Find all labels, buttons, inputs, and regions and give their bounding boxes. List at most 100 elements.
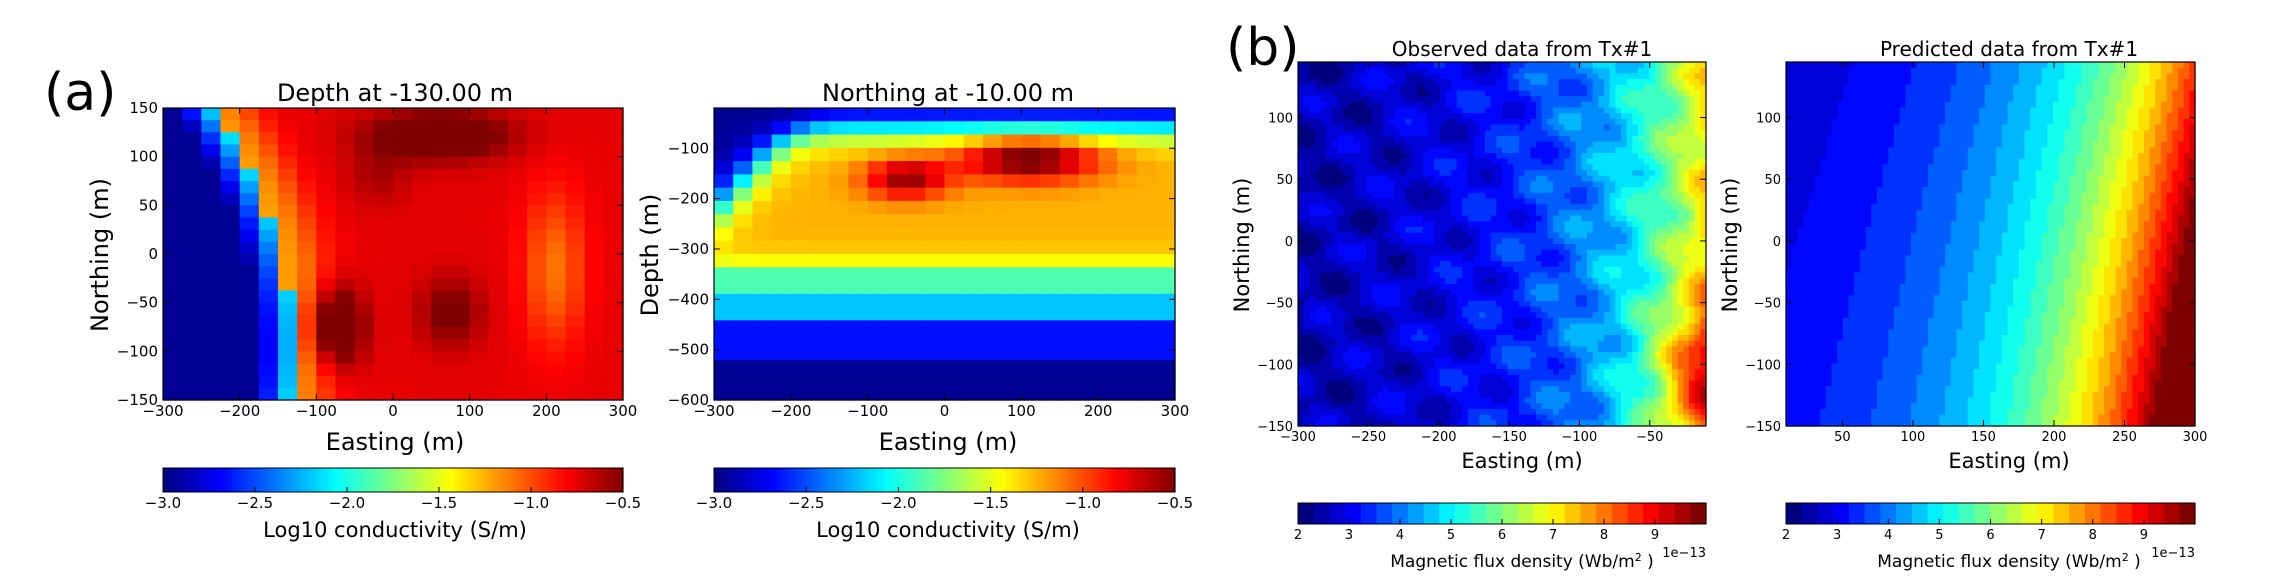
heatmap-cell: [1338, 113, 1344, 119]
colorbar-segment: [1037, 468, 1041, 492]
heatmap-cell: [1462, 233, 1468, 239]
heatmap-cell: [1445, 73, 1451, 79]
heatmap-cell: [1474, 153, 1480, 159]
heatmap-cell: [945, 161, 965, 175]
heatmap-cell: [1434, 290, 1440, 296]
heatmap-cell: [1360, 386, 1366, 392]
heatmap-cell: [1564, 216, 1570, 222]
heatmap-cell: [316, 193, 336, 206]
heatmap-cell: [1525, 125, 1531, 131]
heatmap-cell: [1570, 204, 1576, 210]
heatmap-cell: [1508, 181, 1514, 187]
heatmap-cell: [1547, 381, 1553, 387]
heatmap-cell: [393, 303, 413, 316]
heatmap-cell: [1445, 358, 1451, 364]
heatmap-cell: [1593, 329, 1599, 335]
heatmap-cell: [1117, 174, 1137, 188]
heatmap-cell: [1440, 73, 1446, 79]
heatmap-cell: [1542, 341, 1548, 347]
heatmap-cell: [240, 266, 260, 279]
heatmap-cell: [1570, 267, 1576, 273]
heatmap-cell: [1491, 142, 1497, 148]
heatmap-cell: [1576, 102, 1582, 108]
heatmap-cell: [1451, 136, 1457, 142]
northing-section-colorbar: −3.0−2.5−2.0−1.5−1.0−0.5: [696, 468, 1193, 512]
heatmap-cell: [1462, 307, 1468, 313]
heatmap-cell: [1587, 68, 1593, 74]
heatmap-cell: [1360, 227, 1366, 233]
heatmap-cell: [1581, 392, 1587, 398]
heatmap-cell: [1564, 307, 1570, 313]
heatmap-cell: [1474, 324, 1480, 330]
heatmap-cell: [1117, 387, 1137, 401]
heatmap-cell: [1298, 142, 1304, 148]
colorbar-segment: [520, 468, 524, 492]
heatmap-cell: [1366, 352, 1372, 358]
heatmap-cell: [163, 169, 183, 182]
heatmap-cell: [1326, 147, 1332, 153]
heatmap-cell: [1417, 181, 1423, 187]
heatmap-cell: [1400, 68, 1406, 74]
heatmap-cell: [1417, 284, 1423, 290]
heatmap-cell: [412, 169, 432, 182]
heatmap-cell: [1137, 227, 1157, 241]
heatmap-cell: [1576, 392, 1582, 398]
heatmap-cell: [1508, 187, 1514, 193]
heatmap-cell: [1411, 102, 1417, 108]
heatmap-cell: [1394, 142, 1400, 148]
heatmap-cell: [1587, 290, 1593, 296]
heatmap-cell: [1428, 90, 1434, 96]
heatmap-cell: [1423, 113, 1429, 119]
heatmap-cell: [585, 181, 605, 194]
heatmap-cell: [1457, 153, 1463, 159]
heatmap-cell: [1564, 153, 1570, 159]
heatmap-cell: [1338, 307, 1344, 313]
heatmap-cell: [546, 376, 566, 389]
heatmap-cell: [1570, 250, 1576, 256]
heatmap-cell: [1360, 176, 1366, 182]
y-tick-label: −300: [668, 240, 709, 258]
heatmap-cell: [1576, 227, 1582, 233]
heatmap-cell: [1309, 244, 1315, 250]
heatmap-cell: [1553, 392, 1559, 398]
heatmap-cell: [1021, 241, 1041, 255]
heatmap-cell: [566, 230, 586, 243]
heatmap-cell: [1332, 227, 1338, 233]
heatmap-cell: [1542, 398, 1548, 404]
heatmap-cell: [182, 169, 202, 182]
heatmap-cell: [1309, 278, 1315, 284]
heatmap-cell: [1468, 164, 1474, 170]
heatmap-cell: [585, 351, 605, 364]
heatmap-cell: [925, 161, 945, 175]
heatmap-cell: [1079, 347, 1099, 361]
heatmap-cell: [1457, 119, 1463, 125]
heatmap-cell: [1553, 352, 1559, 358]
heatmap-cell: [604, 364, 624, 377]
heatmap-cell: [1519, 73, 1525, 79]
heatmap-cell: [1434, 369, 1440, 375]
heatmap-cell: [868, 148, 888, 162]
heatmap-cell: [1508, 261, 1514, 267]
heatmap-cell: [1156, 108, 1176, 122]
heatmap-cell: [1502, 130, 1508, 136]
heatmap-cell: [1423, 227, 1429, 233]
heatmap-cell: [868, 347, 888, 361]
heatmap-cell: [1079, 241, 1099, 255]
heatmap-cell: [1355, 324, 1361, 330]
heatmap-cell: [431, 303, 451, 316]
heatmap-cell: [829, 373, 849, 387]
heatmap-cell: [1479, 295, 1485, 301]
heatmap-cell: [1474, 250, 1480, 256]
heatmap-cell: [1021, 148, 1041, 162]
heatmap-cell: [1485, 136, 1491, 142]
heatmap-cell: [1445, 318, 1451, 324]
heatmap-cell: [1604, 363, 1610, 369]
colorbar-segment: [171, 468, 175, 492]
heatmap-cell: [1462, 358, 1468, 364]
heatmap-cell: [604, 254, 624, 267]
heatmap-cell: [1536, 68, 1542, 74]
heatmap-cell: [1377, 301, 1383, 307]
heatmap-cell: [1332, 267, 1338, 273]
heatmap-cell: [1604, 164, 1610, 170]
heatmap-cell: [1485, 255, 1491, 261]
